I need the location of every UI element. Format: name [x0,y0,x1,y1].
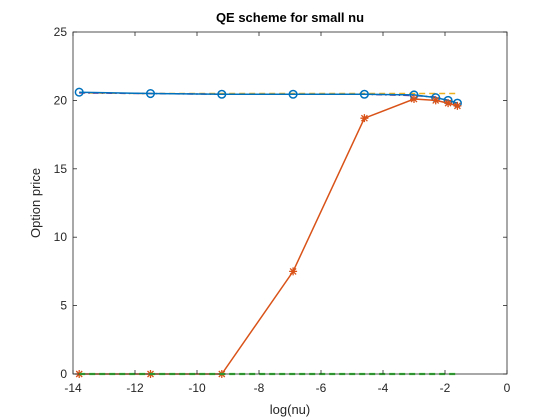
series-2-point [431,96,440,105]
y-tick-label: 25 [54,25,68,39]
axes-layer: -14 -12 -10 -8 -6 -4 -2 0 0 5 10 15 20 25 [54,25,511,395]
y-tick-label: 0 [60,367,67,381]
series-1-point [74,87,84,97]
axes-box [72,31,508,375]
series-2-point [289,267,298,276]
y-axis-label: Option price [28,168,43,238]
series-1-point [145,89,156,99]
y-tick-label: 15 [54,162,68,176]
x-tick-label: -10 [188,381,206,395]
series-2-point [360,114,369,123]
series-1-point [359,89,369,99]
x-tick-label: -14 [64,381,82,395]
series-1-point [288,89,298,99]
chart-title: QE scheme for small nu [216,10,364,25]
y-tick-label: 20 [54,93,68,107]
y-tick-label: 5 [60,299,67,313]
x-tick-label: 0 [504,381,511,395]
series-2-point [410,95,418,104]
x-tick-label: -6 [316,381,327,395]
plot-area [73,32,507,374]
series-2-point [444,99,453,108]
series-1-point [217,89,227,99]
x-axis-label: log(nu) [270,402,310,417]
series-2-point [453,101,462,110]
x-tick-label: -2 [440,381,451,395]
x-tick-label: -12 [126,381,144,395]
y-tick-label: 10 [54,230,68,244]
x-tick-label: -4 [378,381,389,395]
x-tick-label: -8 [254,381,265,395]
